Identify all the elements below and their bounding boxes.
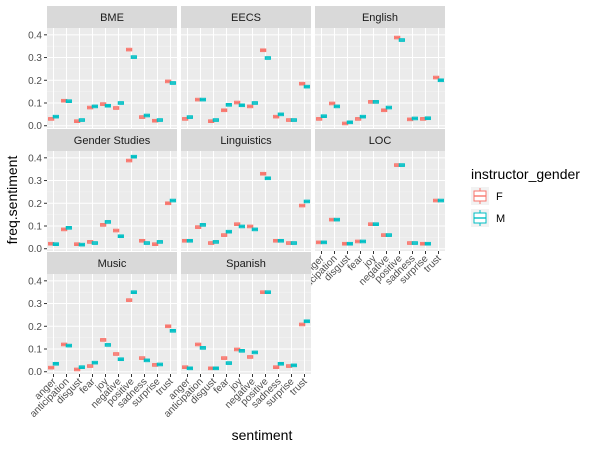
facet-panel: LOCangeranticipationdisgustfearjoynegati… <box>296 129 445 297</box>
panel-background <box>181 274 311 374</box>
y-tick-label: 0.2 <box>28 76 42 87</box>
facet-title: English <box>362 12 398 24</box>
facet-title: EECS <box>231 12 261 24</box>
facet-title: Spanish <box>226 258 266 270</box>
facet-title: BME <box>100 12 124 24</box>
facet-panel: English <box>315 6 445 128</box>
legend-label: M <box>496 213 505 225</box>
panel-background <box>315 151 445 251</box>
facet-strip <box>181 6 311 28</box>
panel-background <box>181 151 311 251</box>
y-tick-label: 0.0 <box>28 244 42 255</box>
y-tick-label: 0.3 <box>28 299 42 310</box>
facet-panel: BME 0.0 0.1 0.2 0.3 0.4 <box>28 6 177 132</box>
y-tick-label: 0.3 <box>28 176 42 187</box>
y-tick-label: 0.3 <box>28 53 42 64</box>
facet-panel: Spanishangeranticipationdisgustfearjoyne… <box>162 252 311 420</box>
facet-panel: Music0.00.10.20.30.4angeranticipationdis… <box>28 252 177 420</box>
facet-panel: Linguistics <box>181 129 311 251</box>
facet-title: LOC <box>369 135 392 147</box>
legend-title: instructor_gender <box>471 166 580 182</box>
y-tick-label: 0.2 <box>28 199 42 210</box>
facet-title: Music <box>98 258 127 270</box>
x-axis-label: sentiment <box>232 427 293 443</box>
y-tick-label: 0.4 <box>28 30 42 41</box>
facet-title: Gender Studies <box>74 135 151 147</box>
y-tick-label: 0.1 <box>28 222 42 233</box>
panel-background <box>315 28 445 128</box>
legend: instructor_gender FM <box>471 166 580 227</box>
y-tick-label: 0.4 <box>28 153 42 164</box>
facet-strip <box>181 129 311 151</box>
y-tick-label: 0.0 <box>28 367 42 378</box>
facet-title: Linguistics <box>220 135 272 147</box>
y-tick-label: 0.1 <box>28 345 42 356</box>
facet-strip <box>47 6 177 28</box>
y-axis-label: freq.sentiment <box>4 156 20 245</box>
legend-label: F <box>496 191 503 203</box>
facet-strip <box>315 6 445 28</box>
y-tick-label: 0.0 <box>28 121 42 132</box>
facet-strip <box>47 252 177 274</box>
panel-background <box>47 274 177 374</box>
legend-key-F: F <box>471 187 503 205</box>
y-tick-label: 0.1 <box>28 99 42 110</box>
panel-background <box>181 28 311 128</box>
facet-strip <box>47 129 177 151</box>
y-tick-label: 0.4 <box>28 276 42 287</box>
facet-strip <box>181 252 311 274</box>
panel-background <box>47 151 177 251</box>
facet-panel: EECS <box>181 6 311 128</box>
facet-strip <box>315 129 445 151</box>
y-tick-label: 0.2 <box>28 322 42 333</box>
facet-panel: Gender Studies 0.0 0.1 0.2 0.3 0.4 <box>28 129 177 255</box>
facet-panels: BME 0.0 0.1 0.2 0.3 0.4 EECS English Gender Stud… <box>28 6 445 420</box>
legend-key-M: M <box>471 209 505 227</box>
panel-background <box>47 28 177 128</box>
